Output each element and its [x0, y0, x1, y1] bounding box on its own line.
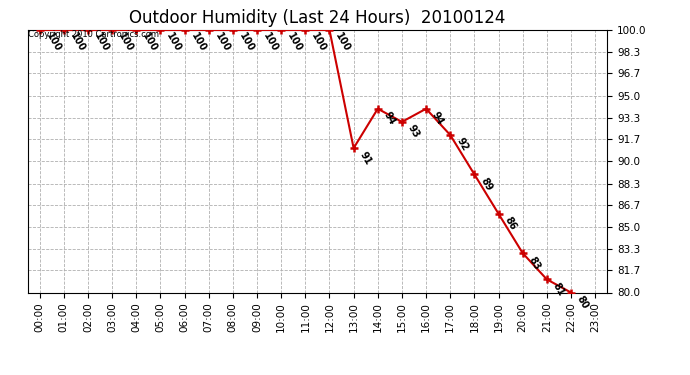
Text: 86: 86	[503, 215, 518, 232]
Text: 92: 92	[455, 136, 470, 153]
Text: 100: 100	[237, 32, 256, 54]
Text: 81: 81	[551, 281, 566, 298]
Text: 80: 80	[575, 294, 591, 311]
Text: 100: 100	[262, 32, 280, 54]
Text: 100: 100	[165, 32, 184, 54]
Text: 100: 100	[310, 32, 328, 54]
Text: Copyright 2010 Cartronics.com: Copyright 2010 Cartronics.com	[28, 30, 159, 39]
Text: 100: 100	[141, 32, 159, 54]
Text: 91: 91	[358, 150, 373, 166]
Text: 83: 83	[527, 255, 542, 272]
Text: 100: 100	[44, 32, 63, 54]
Text: 94: 94	[382, 110, 397, 127]
Text: 100: 100	[286, 32, 304, 54]
Text: 94: 94	[431, 110, 446, 127]
Text: 100: 100	[68, 32, 87, 54]
Text: 100: 100	[213, 32, 232, 54]
Text: 100: 100	[334, 32, 353, 54]
Text: 100: 100	[117, 32, 135, 54]
Text: 93: 93	[406, 123, 422, 140]
Text: 89: 89	[479, 176, 494, 193]
Title: Outdoor Humidity (Last 24 Hours)  20100124: Outdoor Humidity (Last 24 Hours) 2010012…	[129, 9, 506, 27]
Text: 100: 100	[189, 32, 208, 54]
Text: 100: 100	[92, 32, 111, 54]
